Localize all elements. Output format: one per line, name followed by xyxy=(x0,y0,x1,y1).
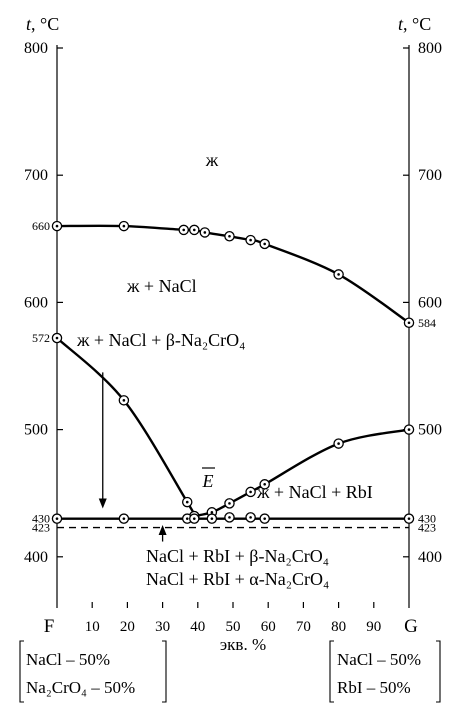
data-point xyxy=(189,224,200,236)
data-point xyxy=(333,438,344,449)
data-point xyxy=(333,269,344,280)
data-point xyxy=(189,513,200,524)
x-tick-label: 60 xyxy=(261,619,276,635)
data-point xyxy=(199,227,211,238)
data-point xyxy=(259,238,270,250)
region-liquid-nacl: ж + NaCl xyxy=(126,276,197,296)
y-tick-label-right: 700 xyxy=(418,167,442,184)
arrow-head xyxy=(158,525,167,535)
eutectic-label: E xyxy=(202,471,214,491)
y-axis-label-left: t, °C xyxy=(26,14,59,34)
data-point xyxy=(245,486,256,498)
left-comp-line1: NaCl – 50% xyxy=(26,650,110,669)
data-point xyxy=(118,395,130,406)
region-liquid-nacl-rbi: ж + NaCl + RbI xyxy=(256,482,373,502)
data-point xyxy=(403,424,415,435)
x-tick-label: 10 xyxy=(85,619,100,635)
y-special-label-left: 660 xyxy=(32,219,50,233)
arrow-head xyxy=(98,498,107,509)
component-right-label: G xyxy=(404,616,418,637)
data-points xyxy=(51,220,415,524)
data-point xyxy=(118,513,130,524)
right-comp-line2: RbI – 50% xyxy=(337,678,411,697)
y-tick-label-right: 600 xyxy=(418,294,442,311)
data-point xyxy=(118,220,130,232)
y-axis-label-right: t, °C xyxy=(398,14,431,34)
y-tick-label-left: 400 xyxy=(24,549,48,566)
y-tick-label-right: 500 xyxy=(418,422,442,439)
axis-ticks: 10 20 30 40 50 60 70 80 90 800 800 700 700 600 600 500 5… xyxy=(24,40,442,635)
data-point xyxy=(178,224,189,236)
data-point xyxy=(245,234,256,246)
left-comp-line2: Na₂CrO₄ – 50% xyxy=(26,678,135,697)
data-point xyxy=(245,512,256,523)
region-liquid: ж xyxy=(205,150,219,170)
y-special-label-left: 430 xyxy=(32,512,50,526)
phase-curves xyxy=(55,224,411,518)
arrows xyxy=(98,372,167,542)
x-tick-label: 30 xyxy=(155,619,170,635)
y-special-label-right: 430 xyxy=(418,512,436,526)
data-point xyxy=(51,513,63,524)
data-point xyxy=(181,496,193,508)
left-bracket-open xyxy=(19,640,24,703)
y-tick-label-left: 700 xyxy=(24,167,48,184)
data-point xyxy=(224,231,235,242)
x-tick-label: 90 xyxy=(366,619,381,635)
data-point xyxy=(259,513,270,524)
right-bracket-open xyxy=(329,640,334,703)
x-tick-label: 20 xyxy=(120,619,135,635)
component-left-label: F xyxy=(44,616,55,637)
y-tick-label-left: 600 xyxy=(24,294,48,311)
x-tick-label: 50 xyxy=(226,619,241,635)
x-tick-label: 40 xyxy=(190,619,205,635)
y-special-label-left: 423 xyxy=(32,521,50,535)
region-solid-alpha: NaCl + RbI + α-Na₂CrO₄ xyxy=(146,569,329,589)
x-axis-label: экв. % xyxy=(220,635,266,654)
region-liquid-nacl-na2cro4: ж + NaCl + β-Na₂CrO₄ xyxy=(76,330,245,350)
y-special-label-left: 572 xyxy=(32,331,50,345)
data-point xyxy=(181,513,193,524)
data-point xyxy=(403,317,415,329)
right-bracket-close xyxy=(436,640,441,703)
left-bracket-close xyxy=(162,640,167,703)
phase-curve xyxy=(55,224,411,324)
right-comp-line1: NaCl – 50% xyxy=(337,650,421,669)
data-point xyxy=(51,332,63,344)
y-tick-label-right: 400 xyxy=(418,549,442,566)
data-point xyxy=(224,498,235,509)
x-tick-label: 70 xyxy=(296,619,311,635)
y-tick-label-left: 800 xyxy=(24,40,48,57)
data-point xyxy=(51,220,63,232)
y-special-label-right: 423 xyxy=(418,521,436,535)
y-tick-label-right: 800 xyxy=(418,40,442,57)
data-point xyxy=(403,513,415,524)
data-point xyxy=(224,512,235,523)
phase-curve xyxy=(55,336,196,518)
data-point xyxy=(259,479,270,490)
region-solid-beta: NaCl + RbI + β-Na₂CrO₄ xyxy=(146,546,329,566)
y-tick-label-left: 500 xyxy=(24,422,48,439)
y-special-label-right: 584 xyxy=(418,316,436,330)
x-tick-label: 80 xyxy=(331,619,346,635)
data-point xyxy=(206,513,218,524)
